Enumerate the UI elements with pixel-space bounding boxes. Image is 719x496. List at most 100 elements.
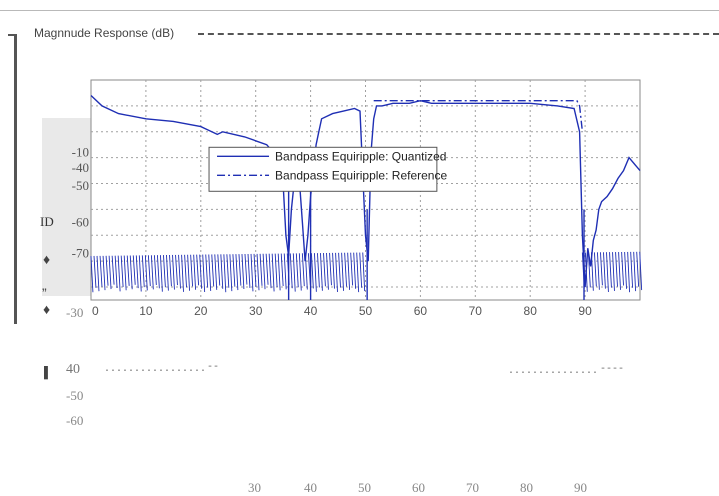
x-tick-label: 10 <box>139 304 153 318</box>
stopband-ripple-0 <box>313 253 317 292</box>
stopband-ripple-0 <box>250 253 254 292</box>
stopband-ripple-0 <box>332 252 335 289</box>
ghost-ytick-4: -60 <box>66 413 84 428</box>
stopband-ripple-0 <box>223 254 227 293</box>
stopband-ripple-0 <box>283 253 287 290</box>
x-tick-label: 0 <box>92 304 99 318</box>
stopband-ripple-0 <box>265 253 269 285</box>
stopband-ripple-0 <box>178 254 181 289</box>
x-tick-label: 50 <box>359 304 373 318</box>
stopband-ripple-0 <box>247 253 251 288</box>
stopband-ripple-0 <box>169 254 172 287</box>
stopband-ripple-0 <box>217 254 221 286</box>
stopband-ripple-0 <box>262 253 266 290</box>
stopband-ripple-0 <box>310 253 314 289</box>
stopband-ripple-0 <box>96 255 100 292</box>
y-tick-label: -40 <box>72 160 89 175</box>
ghost-ytick-1: -30 <box>66 305 84 320</box>
stopband-ripple-0 <box>295 253 299 288</box>
ghost-dots-left: ................. <box>104 364 207 375</box>
stopband-ripple-0 <box>196 254 200 286</box>
stopband-ripple-0 <box>220 254 224 289</box>
stopband-ripple-0 <box>347 252 351 290</box>
stopband-ripple-0 <box>350 252 354 286</box>
stopband-ripple-0 <box>114 255 118 289</box>
stopband-ripple-0 <box>120 255 124 287</box>
ghost-ytick-3: -50 <box>66 388 84 403</box>
stopband-ripple-0 <box>208 254 212 291</box>
stopband-ripple-0 <box>329 252 332 286</box>
stopband-ripple-0 <box>298 253 302 291</box>
x-tick-label: 60 <box>414 304 428 318</box>
up-down-arrow-icon-2[interactable]: ♦ <box>43 301 51 317</box>
stopband-ripple-0 <box>271 253 275 292</box>
ghost-xtick-40: 40 <box>304 480 317 495</box>
stopband-ripple-0 <box>344 252 348 287</box>
stopband-ripple-0 <box>280 253 284 287</box>
stopband-ripple-1 <box>593 252 597 287</box>
stopband-ripple-0 <box>323 252 326 287</box>
stopband-ripple-0 <box>156 255 160 289</box>
stopband-ripple-0 <box>341 252 344 291</box>
stopband-ripple-0 <box>292 253 296 292</box>
x-tick-label: 30 <box>249 304 263 318</box>
stopband-ripple-0 <box>141 255 145 288</box>
stopband-ripple-0 <box>326 252 329 290</box>
axis-gutter <box>42 118 94 296</box>
panel-title: Magnnude Response (dB) <box>32 26 177 40</box>
ghost-dash-right: ---- <box>600 364 625 375</box>
stopband-ripple-0 <box>259 253 263 286</box>
ghost-xtick-30: 30 <box>248 480 261 495</box>
stopband-ripple-0 <box>187 254 190 291</box>
ghost-xtick-50: 50 <box>358 480 371 495</box>
stopband-ripple-1 <box>639 251 643 291</box>
stopband-ripple-1 <box>633 251 637 292</box>
x-tick-label: 40 <box>304 304 318 318</box>
y-tick-label: -60 <box>72 214 89 229</box>
quote-mark-icon: ” <box>42 285 47 301</box>
bracket-icon: ▌ <box>44 367 52 379</box>
stopband-ripple-1 <box>615 252 618 287</box>
stopband-ripple-0 <box>277 253 281 291</box>
stopband-ripple-0 <box>202 254 206 293</box>
stopband-ripple-0 <box>184 254 187 288</box>
stopband-ripple-0 <box>181 254 184 292</box>
y-tick-label: -70 <box>72 245 89 260</box>
panel-title-dashes <box>198 33 719 35</box>
window-top-divider <box>0 10 719 11</box>
legend-label-1: Bandpass Equiripple: Quantized <box>275 149 446 163</box>
stopband-ripple-1 <box>636 251 640 287</box>
stopband-ripple-0 <box>205 254 209 288</box>
stopband-ripple-0 <box>123 255 127 291</box>
stopband-ripple-0 <box>359 252 363 288</box>
panel-left-border <box>14 34 17 324</box>
ghost-dash-left: -- <box>207 362 220 373</box>
stopband-ripple-0 <box>111 255 115 285</box>
side-label-id: ID <box>40 214 54 229</box>
panel-corner-tick <box>8 34 16 36</box>
stopband-ripple-0 <box>268 253 272 289</box>
up-down-arrow-icon[interactable]: ♦ <box>43 251 51 267</box>
stopband-ripple-1 <box>618 252 621 290</box>
ghost-xtick-60: 60 <box>412 480 425 495</box>
stopband-ripple-0 <box>166 255 169 291</box>
x-tick-label: 90 <box>578 304 592 318</box>
stopband-ripple-0 <box>117 255 121 292</box>
stopband-ripple-0 <box>135 255 139 289</box>
x-tick-label: 70 <box>469 304 483 318</box>
stopband-ripple-0 <box>126 255 130 286</box>
stopband-ripple-0 <box>90 255 94 293</box>
legend-label-2: Bandpass Equiripple: Reference <box>275 168 447 182</box>
stopband-ripple-0 <box>274 253 278 288</box>
stopband-ripple-0 <box>172 254 175 290</box>
ghost-xtick-90: 90 <box>574 480 587 495</box>
stopband-ripple-1 <box>597 252 600 290</box>
stopband-ripple-0 <box>108 255 112 290</box>
stopband-ripple-0 <box>335 252 338 292</box>
stopband-ripple-0 <box>244 253 248 285</box>
stopband-ripple-0 <box>163 255 166 288</box>
stopband-ripple-0 <box>232 254 236 287</box>
stopband-ripple-0 <box>356 252 360 293</box>
stopband-ripple-0 <box>238 254 242 286</box>
stopband-ripple-0 <box>147 255 151 287</box>
